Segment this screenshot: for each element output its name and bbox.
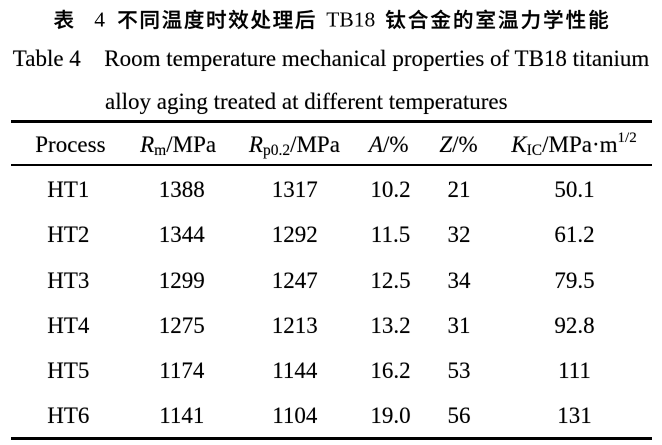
svg-text:4: 4 [94,8,105,32]
svg-text:TB18: TB18 [326,8,375,32]
